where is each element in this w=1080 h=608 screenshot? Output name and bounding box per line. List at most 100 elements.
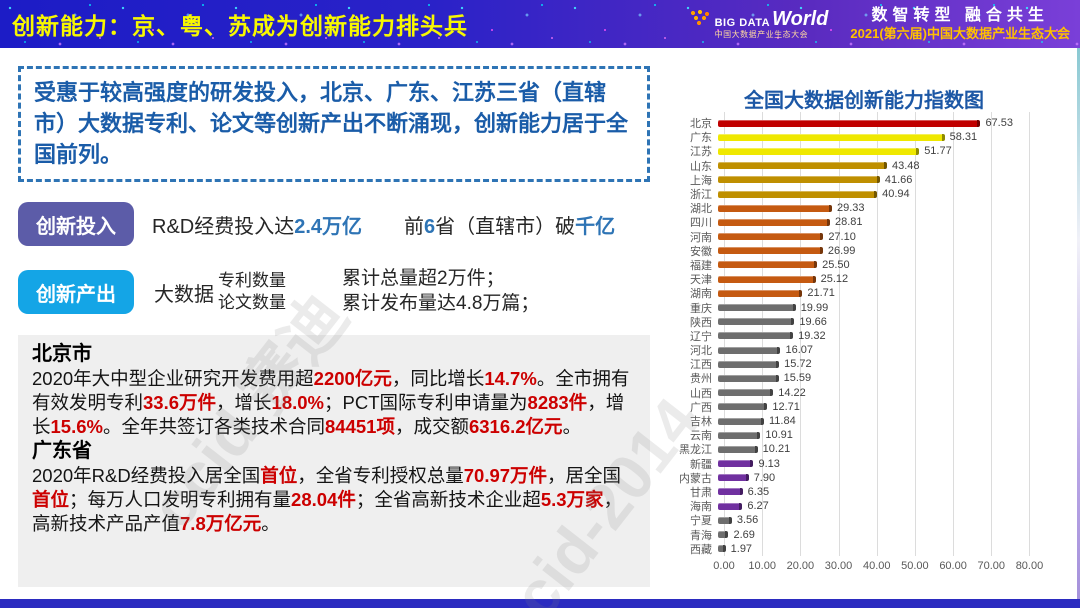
bar-track: 58.31 (718, 130, 1062, 144)
text-segment: 。 (261, 513, 280, 535)
x-tick-label: 70.00 (977, 559, 1006, 572)
page-title: 创新能力：京、粤、苏成为创新能力排头兵 (12, 13, 468, 39)
bar (718, 318, 795, 326)
invest-fact-2: 前6省（直辖市）破千亿 (404, 210, 615, 239)
bar-category-label: 重庆 (690, 302, 712, 315)
text-segment: ，同比增长 (391, 368, 485, 389)
gridline (1029, 112, 1031, 556)
bar-category-label: 西藏 (690, 543, 712, 556)
output-metric-patents: 专利数量 (218, 270, 286, 290)
bar-category-label: 湖北 (690, 203, 712, 216)
chart-row: 云南 10.91 (666, 428, 1062, 442)
bar-category-label: 宁夏 (690, 515, 712, 528)
x-tick-label: 30.00 (824, 559, 853, 572)
bar-category-label: 黑龙江 (679, 444, 712, 457)
highlighted-value: 28.04件 (291, 489, 356, 511)
logo-subtitle: 中国大数据产业生态大会 (714, 30, 809, 39)
bar-track: 3.56 (718, 513, 1062, 527)
bar-track: 10.21 (718, 442, 1062, 456)
highlighted-value: 千亿 (575, 215, 616, 238)
chart-row: 天津 25.12 (666, 272, 1062, 286)
bar-value: 41.66 (884, 173, 913, 186)
x-tick-label: 0.00 (713, 559, 735, 572)
bar (718, 346, 781, 354)
gridline (800, 112, 802, 556)
bar-track: 15.59 (718, 371, 1062, 385)
chart-row: 上海 41.66 (666, 173, 1062, 187)
footer-bar (0, 599, 1080, 608)
bar-category-label: 安徽 (690, 245, 712, 258)
chart-row: 海南 6.27 (666, 499, 1062, 513)
gridline (876, 112, 878, 556)
bar-category-label: 云南 (690, 430, 712, 443)
innovation-output-badge: 创新产出 (18, 270, 134, 314)
bar-value: 19.99 (800, 301, 829, 314)
bar-category-label: 上海 (690, 174, 712, 187)
province-detail-box: 北京市 2020年大中型企业研究开发费用超2200亿元，同比增长14.7%。全市… (18, 335, 650, 587)
gridline (991, 112, 993, 556)
bar-value: 25.50 (822, 258, 850, 271)
chart-row: 山东 43.48 (666, 159, 1062, 173)
bar-track: 12.71 (718, 400, 1062, 414)
chart-row: 四川 28.81 (666, 215, 1062, 229)
bar (718, 119, 981, 127)
bar-value: 10.21 (762, 443, 791, 456)
innovation-invest-row: 创新投入 R&D经费投入达2.4万亿 前6省（直辖市）破千亿 (18, 200, 615, 248)
output-metrics: 专利数量 论文数量 (218, 270, 286, 314)
bar-value: 10.91 (765, 429, 793, 442)
bar-value: 43.48 (891, 159, 920, 172)
bar (718, 233, 824, 241)
bar-value: 12.71 (772, 400, 800, 413)
bar-category-label: 江西 (690, 359, 712, 372)
x-tick-label: 80.00 (1015, 559, 1044, 572)
bar-track: 6.35 (718, 485, 1062, 499)
bar-track: 16.07 (718, 343, 1062, 357)
chart-row: 北京 67.53 (666, 116, 1062, 130)
bar-value: 51.77 (924, 145, 952, 158)
bar (718, 460, 754, 468)
highlighted-value: 84451项 (325, 416, 395, 438)
output-result-patents: 累计总量超2万件； (342, 268, 505, 290)
text-segment: 2020年大中型企业研究开发费用超 (32, 368, 314, 389)
bar-track: 7.90 (718, 471, 1062, 485)
chart-row: 广西 12.71 (666, 400, 1062, 414)
bar-track: 40.94 (718, 187, 1062, 201)
guangdong-section-title: 广东省 (32, 440, 92, 463)
bar-value: 27.10 (828, 230, 856, 243)
bar-track: 25.50 (718, 258, 1062, 272)
bar-category-label: 广西 (690, 401, 712, 414)
bar-track: 14.22 (718, 386, 1062, 400)
bar-track: 19.66 (718, 315, 1062, 329)
bar-track: 19.32 (718, 329, 1062, 343)
bar-category-label: 新疆 (690, 458, 712, 471)
bar-track: 6.27 (718, 499, 1062, 513)
bar (718, 417, 764, 425)
text-segment: 2020年R&D经费投入居全国 (32, 465, 261, 487)
bar-value: 3.56 (736, 514, 759, 527)
beijing-section-title: 北京市 (32, 343, 92, 365)
text-segment: ，全省专利授权总量 (297, 465, 464, 487)
bar-value: 21.71 (807, 287, 835, 300)
bar-value: 19.32 (798, 329, 826, 342)
guangdong-section-body: 2020年R&D经费投入居全国首位，全省专利授权总量70.97万件，居全国首位；… (32, 464, 636, 536)
output-result-papers: 累计发布量达4.8万篇； (342, 293, 540, 314)
bar-value: 28.81 (834, 216, 863, 229)
chart-row: 吉林 11.84 (666, 414, 1062, 428)
bar (718, 162, 887, 170)
bar-category-label: 山西 (690, 387, 712, 400)
chart-row: 河南 27.10 (666, 230, 1062, 244)
bar (718, 147, 920, 155)
text-segment: 省（直辖市）破 (435, 215, 576, 238)
bar-track: 67.53 (718, 116, 1062, 130)
bar (718, 304, 796, 312)
chart-row: 重庆 19.99 (666, 300, 1062, 315)
bar-value: 1.97 (730, 542, 753, 555)
chart-row: 辽宁 19.32 (666, 329, 1062, 343)
highlighted-value: 7.8万亿元 (180, 513, 262, 535)
intro-text: 受惠于较高强度的研发投入，北京、广东、江苏三省（直辖市）大数据专利、论文等创新产… (34, 80, 629, 168)
bar-category-label: 河南 (690, 231, 712, 244)
bar (718, 374, 779, 382)
text-segment: ；全省高新技术企业超 (355, 489, 541, 511)
output-results: 累计总量超2万件； 累计发布量达4.8万篇； (342, 267, 539, 316)
